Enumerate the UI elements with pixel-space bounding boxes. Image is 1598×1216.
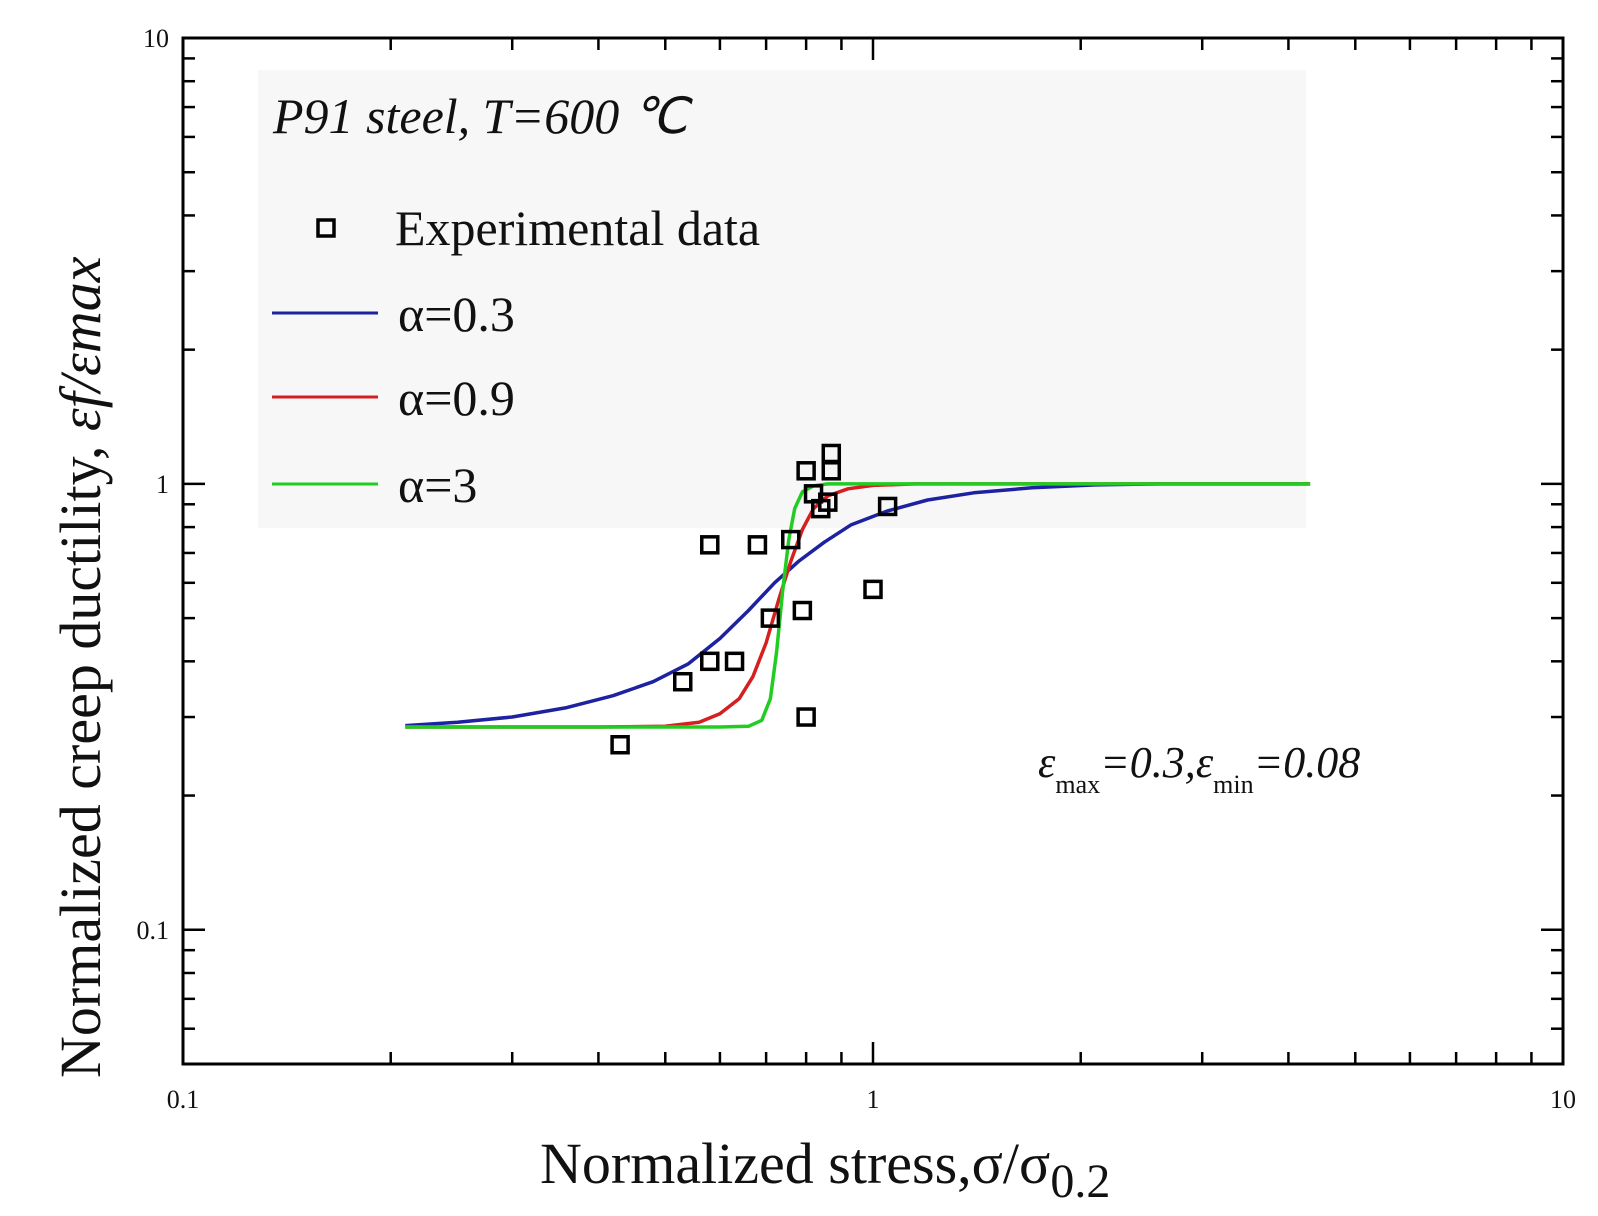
data-point [700,651,720,672]
x-axis-title-sub: 0.2 [1050,1155,1110,1208]
x-tick-label: 10 [1550,1085,1576,1114]
legend-label-alpha-3: α=3 [398,457,477,513]
legend: Experimental data α=0.3 α=0.9 α=3 [272,200,760,513]
eps-max-value: =0.3, [1100,738,1196,787]
data-point [863,579,883,600]
legend-background [258,70,1306,528]
eps-min-subscript: min [1213,770,1253,799]
data-point [877,496,898,517]
data-point [796,461,816,481]
eps-min-symbol: ε [1196,738,1214,787]
eps-max-subscript: max [1055,770,1100,799]
annotation-title: P91 steel, T=600 ℃ [272,88,694,144]
data-point [760,608,781,628]
data-point [796,707,816,727]
y-axis-title: Normalized creep ductility, εf/εmax [48,256,113,1078]
y-axis-title-main: Normalized creep ductility, [48,431,113,1078]
legend-label-alpha-0-3: α=0.3 [398,286,515,342]
legend-marker-experimental [316,218,336,238]
eps-min-value: =0.08 [1254,738,1361,787]
data-point [821,443,842,464]
eps-max-symbol: ε [1038,738,1056,787]
series-line--0-9 [405,482,1311,729]
x-tick-label: 1 [867,1085,880,1114]
data-point [700,535,720,555]
data-point [610,734,630,755]
x-axis-title: Normalized stress,σ/σ0.2 [540,1131,1110,1208]
annotation-params: εmax=0.3,εmin=0.08 [1038,738,1360,799]
data-point [818,492,838,512]
data-point [792,600,813,621]
x-axis-title-main: Normalized stress,σ/σ [540,1131,1050,1196]
marker-layer [610,443,898,755]
tick-labels: 0.1 1 10 0.1 1 10 [137,24,1577,1114]
data-point [673,671,693,692]
y-tick-label: 0.1 [137,916,170,945]
legend-label-experimental: Experimental data [395,200,760,256]
y-tick-label: 1 [156,470,169,499]
legend-label-alpha-0-9: α=0.9 [398,370,515,426]
data-point [747,535,768,555]
data-point [724,651,745,672]
y-tick-label: 10 [143,24,169,53]
y-axis-title-italic: εf/εmax [48,256,113,431]
x-tick-label: 0.1 [167,1085,200,1114]
data-point [781,529,801,550]
axis-ticks [181,38,1563,1066]
